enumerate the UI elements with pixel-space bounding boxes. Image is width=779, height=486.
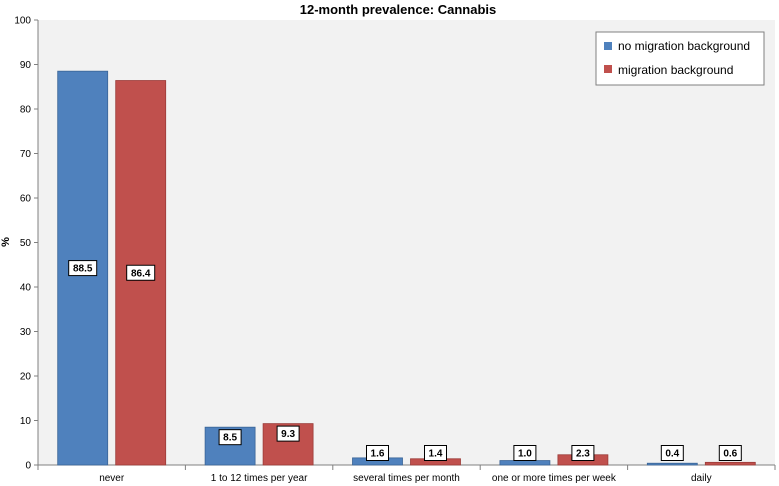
data-label: 0.6 [723, 449, 737, 460]
y-tick-label: 50 [20, 238, 32, 249]
data-label-box [68, 260, 98, 277]
legend-label-no-migration: no migration background [618, 39, 750, 53]
y-tick-label: 40 [20, 283, 32, 294]
data-label: 1.6 [371, 449, 385, 460]
x-tick-label: never [99, 473, 125, 484]
y-tick-label: 60 [20, 194, 32, 205]
bars-group [57, 70, 756, 466]
data-label-box [660, 445, 684, 461]
y-tick-label: 0 [25, 461, 31, 472]
data-label-box [513, 445, 537, 461]
data-labels-group: 88.5 86.4 8.5 9.3 1.6 1.4 1.0 2.3 0.4 0.6 [68, 260, 742, 461]
y-axis-label: % [0, 237, 12, 247]
data-label-box [366, 445, 389, 461]
legend-swatch-no-migration [604, 42, 612, 50]
data-label: 9.3 [281, 429, 295, 440]
y-tick-label: 70 [20, 149, 32, 160]
legend-label-migration: migration background [618, 63, 733, 77]
legend: no migration background migration backgr… [595, 31, 765, 86]
x-axis: never 1 to 12 times per year several times… [37, 464, 776, 484]
data-label-box [218, 429, 242, 446]
y-axis: 0 10 20 30 40 50 60 70 80 90 100 [14, 16, 39, 472]
x-tick-label: one or more times per week [492, 473, 617, 484]
data-label: 0.4 [665, 449, 679, 460]
data-label-box [276, 425, 300, 442]
bar [704, 461, 756, 466]
x-tick-label: 1 to 12 times per year [211, 473, 308, 484]
legend-box [595, 31, 765, 86]
legend-swatch-migration [604, 65, 612, 73]
bar [115, 80, 167, 466]
x-tick-label: several times per month [353, 473, 460, 484]
data-label-box [571, 445, 595, 461]
y-tick-label: 90 [20, 60, 32, 71]
data-label: 86.4 [131, 268, 151, 279]
bar [499, 460, 551, 466]
data-label: 8.5 [223, 433, 237, 444]
y-tick-label: 100 [14, 16, 31, 27]
data-label-box [718, 445, 742, 461]
data-label: 88.5 [73, 264, 93, 275]
y-tick-label: 10 [20, 416, 32, 427]
chart-title: 12-month prevalence: Cannabis [300, 2, 497, 17]
data-label: 1.0 [518, 449, 532, 460]
bar [646, 462, 698, 466]
data-label-box [424, 445, 447, 461]
y-tick-label: 20 [20, 372, 32, 383]
x-tick-label: daily [691, 473, 712, 484]
y-tick-label: 30 [20, 327, 32, 338]
data-label-box [126, 264, 156, 281]
data-label: 2.3 [576, 449, 590, 460]
data-label: 1.4 [429, 449, 443, 460]
y-tick-label: 80 [20, 105, 32, 116]
